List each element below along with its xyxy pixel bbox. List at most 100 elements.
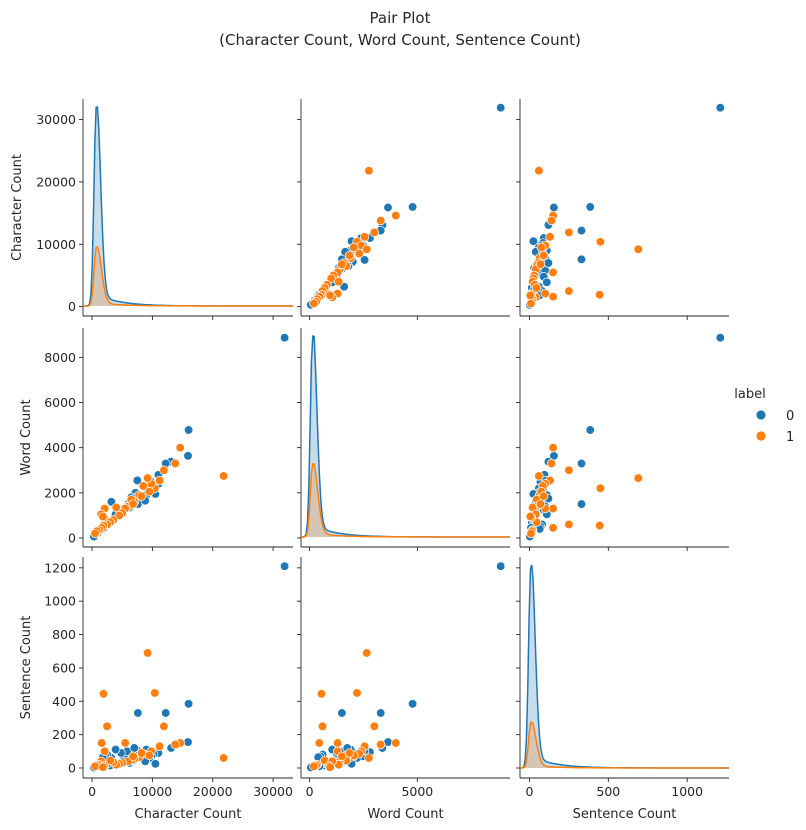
point-label-1 [90, 761, 100, 771]
point-label-1 [90, 528, 100, 539]
point-label-0 [715, 103, 725, 113]
point-label-0 [150, 759, 161, 769]
point-label-1 [98, 689, 109, 699]
point-label-0 [161, 708, 171, 718]
kde-fill-0 [83, 107, 293, 306]
y-axis-label-character-count: Character Count [10, 154, 25, 261]
point-label-1 [218, 753, 229, 763]
point-label-0 [183, 451, 193, 461]
point-label-0 [183, 699, 194, 709]
point-label-1 [595, 237, 606, 247]
point-label-1 [332, 738, 343, 748]
point-label-0 [585, 425, 595, 435]
point-label-1 [142, 648, 153, 658]
point-label-1 [362, 648, 372, 658]
point-label-0 [496, 561, 506, 571]
point-label-1 [98, 762, 108, 772]
point-label-1 [144, 750, 155, 761]
point-label-1 [159, 721, 169, 731]
point-label-0 [715, 333, 725, 343]
point-label-1 [325, 762, 335, 772]
y-tick-label: 800 [52, 627, 76, 642]
panel-word-count-vs-word-count [300, 328, 510, 548]
y-tick-label: 1000 [44, 594, 76, 609]
point-label-1 [525, 290, 535, 301]
y-tick-label: 200 [52, 727, 76, 742]
legend-label-0: 0 [786, 409, 794, 424]
point-label-1 [548, 503, 558, 514]
legend: label 0 1 [734, 387, 794, 445]
point-label-0 [132, 475, 142, 486]
point-label-0 [183, 425, 194, 435]
point-label-1 [175, 443, 185, 453]
point-label-1 [369, 721, 379, 731]
kde-fill-0 [520, 565, 729, 768]
point-label-0 [279, 561, 290, 571]
point-label-1 [97, 738, 107, 748]
point-label-1 [526, 298, 536, 309]
y-tick-label: 10000 [36, 237, 76, 252]
point-label-1 [534, 471, 544, 481]
point-label-1 [102, 721, 112, 731]
point-label-0 [576, 254, 587, 264]
x-tick-label: 10000 [133, 784, 173, 799]
point-label-1 [314, 738, 324, 748]
point-label-1 [633, 473, 643, 483]
y-tick-label: 0 [68, 530, 76, 545]
point-label-1 [154, 475, 165, 486]
y-tick-label: 0 [68, 760, 76, 775]
point-label-1 [564, 519, 574, 530]
point-label-1 [548, 443, 558, 453]
point-label-1 [595, 520, 605, 531]
point-label-1 [144, 487, 155, 497]
point-label-0 [110, 744, 121, 755]
x-tick-label: 20000 [193, 784, 233, 799]
point-label-1 [138, 481, 148, 491]
y-tick-label: 2000 [44, 485, 76, 500]
y-tick-label: 400 [52, 694, 76, 709]
panel-character-count-vs-word-count [300, 99, 510, 317]
point-label-1 [309, 298, 319, 309]
kde-fill-1 [83, 247, 293, 306]
point-label-1 [564, 465, 574, 475]
point-label-0 [496, 103, 506, 113]
y-tick-label: 0 [68, 299, 76, 314]
point-label-1 [352, 688, 362, 698]
point-label-0 [576, 499, 587, 509]
panel-character-count-vs-character-count [82, 99, 293, 317]
x-tick-label: 500 [596, 784, 620, 799]
x-axis-label-word-count: Word Count [367, 807, 443, 822]
kde-line-1 [520, 721, 729, 769]
point-label-1 [154, 741, 165, 751]
point-label-1 [545, 232, 555, 242]
x-tick-label: 30000 [253, 784, 293, 799]
point-label-1 [526, 528, 536, 539]
point-label-1 [120, 738, 130, 748]
y-tick-label: 600 [52, 660, 76, 675]
point-label-0 [528, 236, 539, 246]
point-label-0 [337, 708, 347, 718]
point-label-1 [98, 511, 108, 522]
point-label-1 [633, 244, 643, 254]
point-label-1 [136, 748, 147, 758]
point-label-0 [359, 255, 370, 265]
kde-fill-0 [301, 336, 510, 537]
point-label-1 [359, 232, 370, 242]
legend-marker-0 [755, 409, 767, 421]
point-label-1 [531, 283, 542, 293]
point-label-1 [344, 748, 355, 758]
point-label-1 [128, 751, 138, 761]
point-label-0 [407, 202, 418, 212]
point-label-1 [105, 755, 115, 766]
x-tick-label: 5000 [401, 784, 433, 799]
point-label-1 [548, 523, 558, 533]
point-label-1 [349, 242, 359, 253]
legend-marker-1 [755, 430, 767, 442]
point-label-0 [576, 225, 587, 236]
panel-character-count-vs-sentence-count [519, 99, 729, 317]
panel-sentence-count-vs-character-count [82, 557, 293, 779]
y-axis-label-sentence-count: Sentence Count [19, 616, 34, 720]
point-label-1 [548, 292, 558, 302]
point-label-1 [391, 210, 401, 221]
point-label-1 [317, 721, 328, 731]
